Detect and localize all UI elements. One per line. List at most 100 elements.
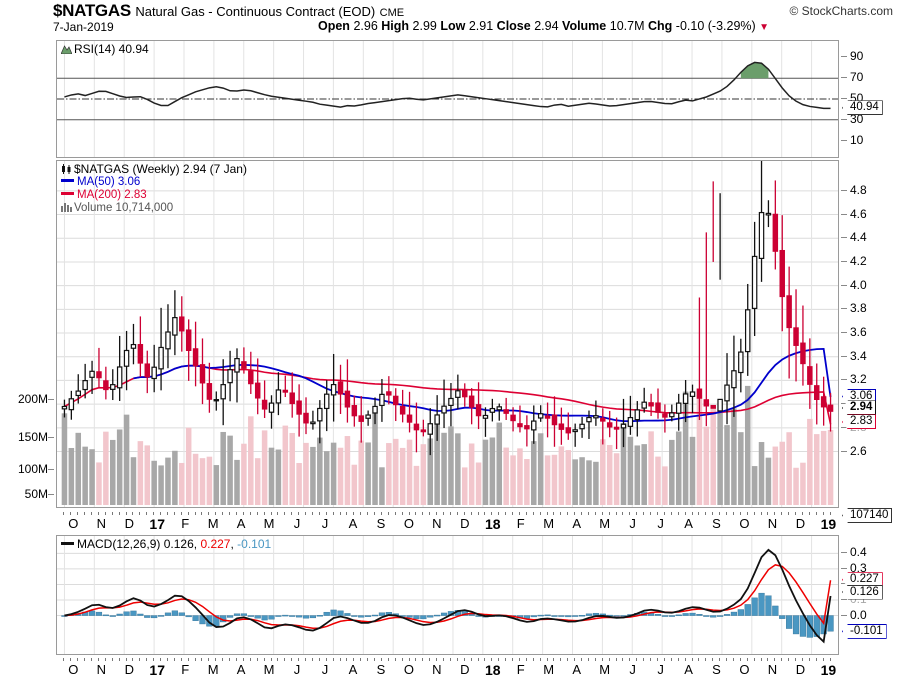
x-tickmark <box>477 512 479 515</box>
price-tickmark <box>841 379 847 381</box>
x-tickmark <box>815 658 817 661</box>
x-tickmark <box>332 512 334 515</box>
x-axis-label-a: A <box>348 662 358 677</box>
open-value: 2.96 <box>353 19 378 33</box>
x-tickmark <box>518 512 520 515</box>
x-tickmark <box>746 512 748 515</box>
x-axis-label-a: A <box>236 662 246 677</box>
x-tickmark <box>594 658 596 661</box>
x-tickmark <box>615 658 617 661</box>
x-tickmark <box>726 512 728 515</box>
x-tickmark <box>166 658 168 661</box>
x-tickmark <box>505 512 507 515</box>
x-axis-label-d: D <box>460 662 470 677</box>
x-tickmark <box>305 512 306 515</box>
x-tickmark <box>753 512 755 515</box>
volume-tickmark <box>48 437 54 438</box>
macd-value-tag: 0.126 <box>842 584 883 600</box>
price-tickmark <box>841 355 847 357</box>
x-tickmark <box>795 512 797 515</box>
x-tickmark <box>677 658 679 661</box>
x-tickmark <box>194 658 196 661</box>
macd-tickmark <box>841 552 847 554</box>
x-axis-label-j: J <box>629 662 636 677</box>
rsi-legend-text: RSI(14) 40.94 <box>74 42 149 56</box>
x-axis-label-d: D <box>124 516 134 531</box>
x-tickmark <box>443 658 445 661</box>
x-tickmark <box>91 658 93 661</box>
x-tickmark <box>401 658 403 661</box>
x-tickmark <box>77 512 79 515</box>
x-axis-label-o: O <box>739 516 750 531</box>
x-tickmark <box>650 658 652 661</box>
x-tickmark <box>436 658 438 661</box>
x-tickmark <box>732 658 734 661</box>
x-tickmark <box>215 658 217 661</box>
x-axis-label-n: N <box>96 662 106 677</box>
x-tickmark <box>788 658 790 661</box>
x-tickmark <box>560 658 562 661</box>
ma200-legend-text: MA(200) 2.83 <box>77 189 147 201</box>
x-axis-label-a: A <box>684 516 693 531</box>
x-axis-label-j: J <box>657 516 664 531</box>
x-tickmark <box>581 658 583 661</box>
x-tickmark <box>449 512 451 515</box>
macd-tick-0.3: 0.3 <box>850 560 867 575</box>
x-axis-label-n: N <box>432 516 442 531</box>
x-tickmark <box>242 658 244 661</box>
x-tickmark <box>670 658 672 661</box>
volume-tick-200M: 200M <box>17 392 48 406</box>
x-axis-label-j: J <box>629 516 636 531</box>
rsi-y-axis: 90 70 50 30 10 40.94 <box>841 40 899 160</box>
x-tickmark <box>111 658 113 661</box>
ticker-symbol: $NATGAS <box>53 1 131 20</box>
x-tickmark <box>801 512 803 515</box>
price-tick-4.0: 4.0 <box>850 277 867 292</box>
x-tickmark <box>663 658 665 661</box>
x-tickmark <box>815 512 817 515</box>
x-tickmark <box>629 512 631 515</box>
x-tickmark <box>491 512 493 515</box>
x-tickmark <box>767 512 769 515</box>
x-tickmark <box>822 658 824 661</box>
x-tickmark <box>263 512 265 515</box>
x-tickmark <box>601 658 603 661</box>
exchange-label: CME <box>379 7 405 19</box>
x-tickmark <box>698 658 700 661</box>
x-tickmark <box>712 658 714 661</box>
x-tickmark <box>525 512 527 515</box>
price-x-axis-labels: O N D 17 F M A M J J A S O N D 18 F M A M J J A S O N D 19 <box>56 512 839 532</box>
x-tickmark <box>498 658 500 661</box>
rsi-tick-10: 10 <box>850 132 864 147</box>
x-tickmark <box>801 658 803 661</box>
x-tickmark <box>367 658 369 661</box>
x-tickmark <box>670 512 672 515</box>
high-label: High <box>381 19 410 33</box>
x-tickmark <box>408 658 410 661</box>
x-tickmark <box>229 658 231 661</box>
stockcharts-brand: © StockCharts.com <box>789 4 893 18</box>
x-tickmark <box>829 658 831 661</box>
x-tickmark <box>380 512 382 515</box>
x-tickmark <box>795 658 797 661</box>
x-tickmark <box>643 658 645 661</box>
macd-swatch <box>61 542 74 546</box>
x-tickmark <box>636 512 638 515</box>
x-axis-label-j: J <box>321 516 329 531</box>
macd-x-axis-labels: O N D 17 F M A M J J A S O N D 18 F M A M J J A S O N D 19 <box>56 658 839 678</box>
x-tickmark <box>97 512 99 515</box>
x-tickmark <box>104 512 106 515</box>
x-tickmark <box>477 658 479 661</box>
x-tickmark <box>63 512 65 515</box>
x-axis-label-s: S <box>376 516 386 531</box>
macd-panel: MACD(12,26,9) 0.126, 0.227, -0.101 <box>56 535 839 655</box>
x-tickmark <box>249 512 251 515</box>
price-tickmark <box>841 332 847 334</box>
x-tickmark <box>684 658 686 661</box>
x-tickmark <box>408 512 410 515</box>
x-tickmark <box>739 512 741 515</box>
x-tickmark <box>774 512 776 515</box>
price-tickmark <box>841 450 847 452</box>
x-tickmark <box>429 658 431 661</box>
